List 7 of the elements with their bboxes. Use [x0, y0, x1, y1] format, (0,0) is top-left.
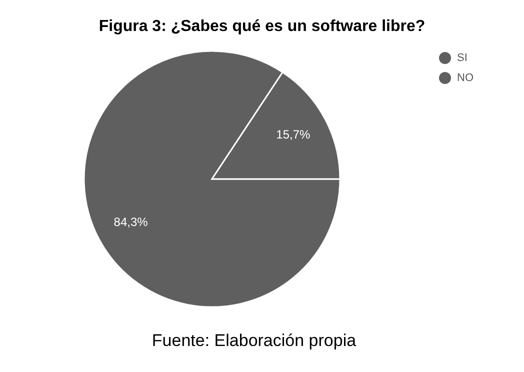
legend-label: SI	[457, 52, 468, 64]
data-label: 84,3%	[114, 214, 148, 229]
source-note: Fuente: Elaboración propia	[152, 331, 357, 350]
legend-label: NO	[457, 72, 474, 84]
data-label: 15,7%	[276, 128, 311, 142]
pie-slice	[83, 50, 341, 308]
chart-title: Figura 3: ¿Sabes qué es un software libre?	[98, 18, 426, 35]
